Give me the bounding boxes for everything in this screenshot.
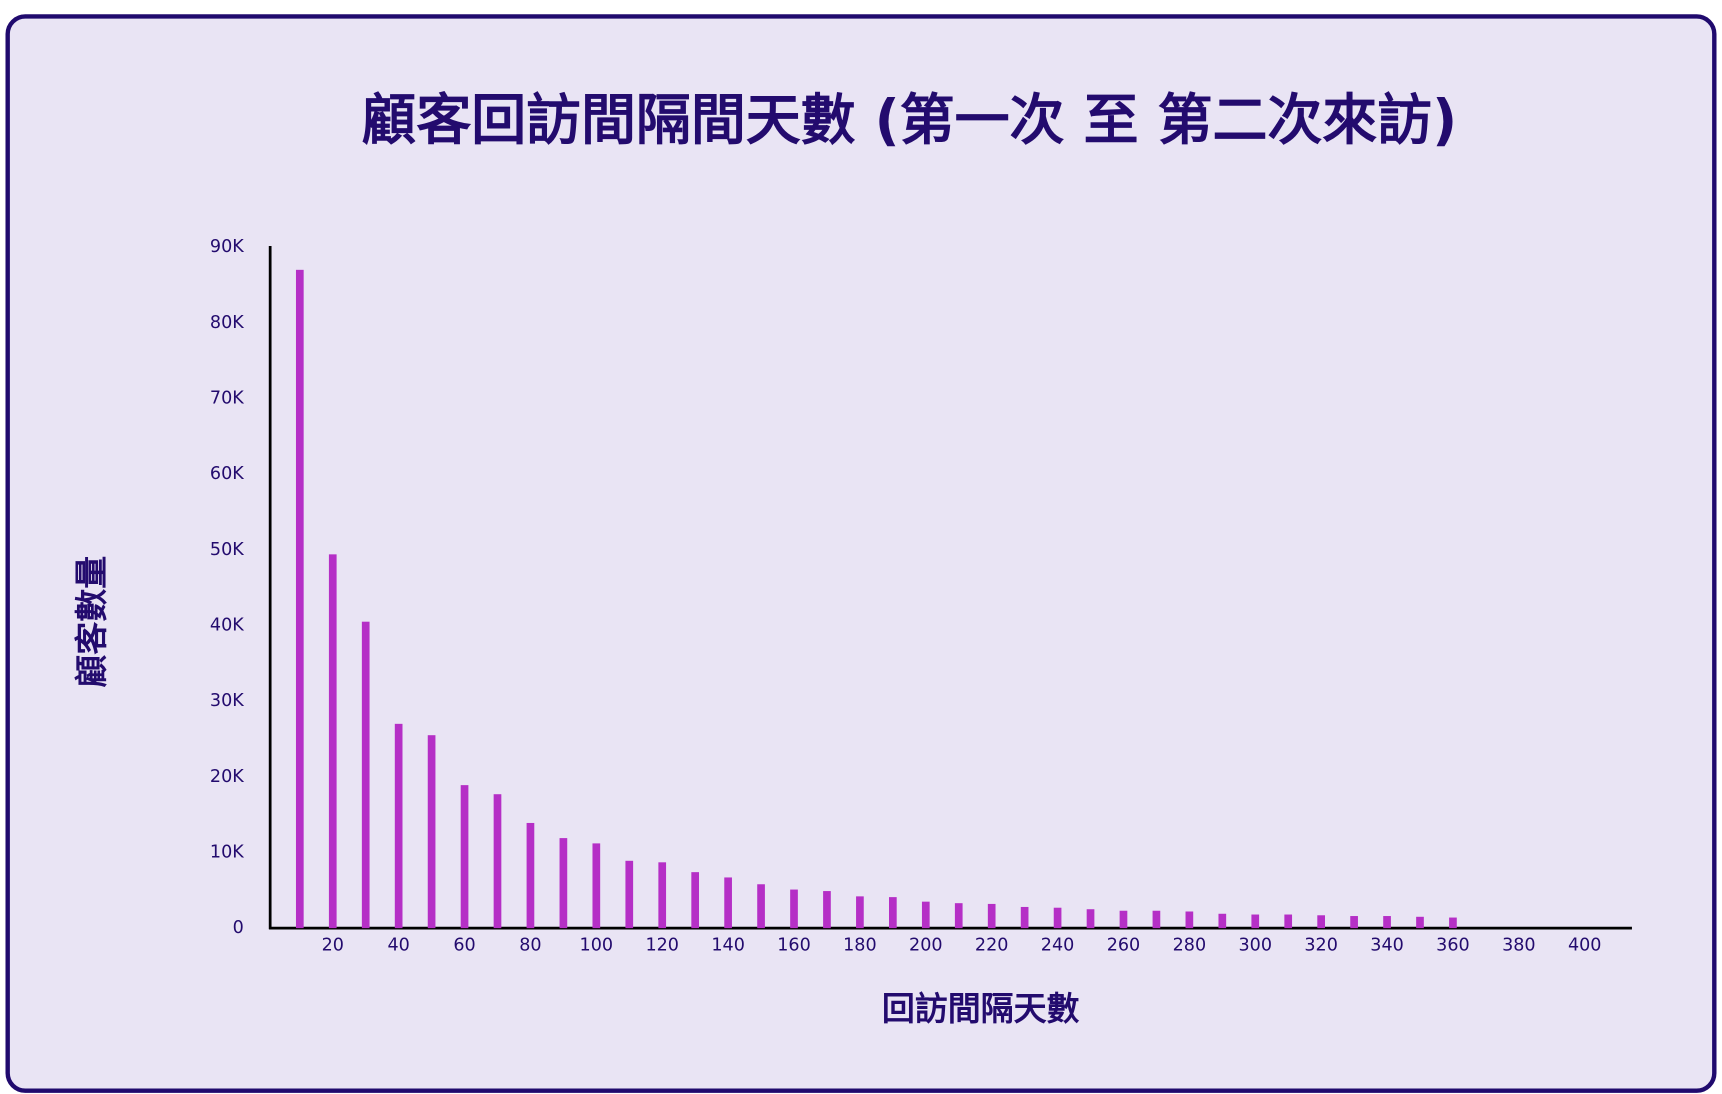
x-tick-label: 240	[1041, 936, 1075, 956]
y-tick-label: 70K	[210, 388, 244, 408]
bar	[328, 554, 337, 929]
bar	[987, 903, 996, 929]
x-tick-label: 160	[777, 936, 811, 956]
bar	[757, 884, 765, 929]
x-tick-label: 20	[322, 936, 344, 956]
y-tick-label: 30K	[210, 691, 244, 711]
y-tick-label: 40K	[210, 615, 244, 635]
x-tick-label: 260	[1107, 936, 1141, 956]
bar	[1416, 916, 1424, 929]
x-tick-label: 320	[1304, 936, 1338, 956]
bar	[921, 901, 930, 929]
bar	[1119, 910, 1128, 929]
bar	[1449, 917, 1457, 929]
bar	[361, 621, 370, 929]
chart-title: 顧客回訪間隔間天數 (第一次 至 第二次來訪)	[361, 88, 1457, 152]
bar	[1185, 911, 1194, 929]
y-axis-label: 顧客數量	[72, 556, 111, 688]
y-tick-label: 60K	[210, 464, 244, 484]
x-tick-label: 200	[909, 936, 943, 956]
bar	[856, 896, 864, 929]
x-tick-label: 180	[843, 936, 877, 956]
x-tick-label: 100	[580, 936, 614, 956]
bar	[1284, 914, 1293, 929]
x-tick-label: 80	[519, 936, 541, 956]
bar	[559, 838, 568, 929]
y-tick-label: 0	[233, 918, 244, 938]
y-tick-label: 50K	[210, 540, 244, 560]
bar	[1383, 916, 1391, 929]
bar	[1053, 907, 1062, 929]
bar	[1020, 906, 1029, 929]
x-tick-label: 40	[387, 936, 409, 956]
x-tick-label: 380	[1502, 936, 1536, 956]
x-tick-label: 120	[645, 936, 679, 956]
bar	[724, 877, 732, 929]
bar	[691, 872, 700, 929]
y-tick-label: 80K	[210, 313, 244, 333]
bar	[427, 735, 436, 929]
bar	[526, 822, 535, 929]
x-tick-label: 140	[711, 936, 745, 956]
bar	[1350, 916, 1358, 929]
bar	[625, 860, 634, 929]
bar	[1317, 915, 1325, 929]
bar	[592, 843, 601, 929]
y-tick-label: 90K	[210, 237, 244, 257]
bar	[889, 897, 897, 929]
bar	[1152, 910, 1161, 929]
y-tick-label: 20K	[210, 767, 244, 787]
x-tick-label: 60	[453, 936, 475, 956]
bar	[394, 723, 403, 929]
x-axis-label: 回訪間隔天數	[882, 989, 1080, 1028]
x-tick-label: 280	[1173, 936, 1207, 956]
x-tick-label: 220	[975, 936, 1009, 956]
bar	[1251, 914, 1260, 929]
bar	[295, 269, 304, 929]
card	[5, 14, 1717, 1093]
y-tick-label: 10K	[210, 842, 244, 862]
x-tick-label: 360	[1436, 936, 1470, 956]
bar	[1086, 909, 1095, 929]
bar	[658, 862, 667, 929]
bar	[1218, 913, 1227, 929]
bar	[460, 785, 469, 929]
bar	[954, 903, 963, 929]
x-tick-label: 340	[1370, 936, 1404, 956]
bar	[790, 889, 798, 929]
bar	[823, 891, 831, 929]
bar	[493, 794, 502, 929]
x-tick-label: 400	[1568, 936, 1602, 956]
x-tick-label: 300	[1238, 936, 1272, 956]
